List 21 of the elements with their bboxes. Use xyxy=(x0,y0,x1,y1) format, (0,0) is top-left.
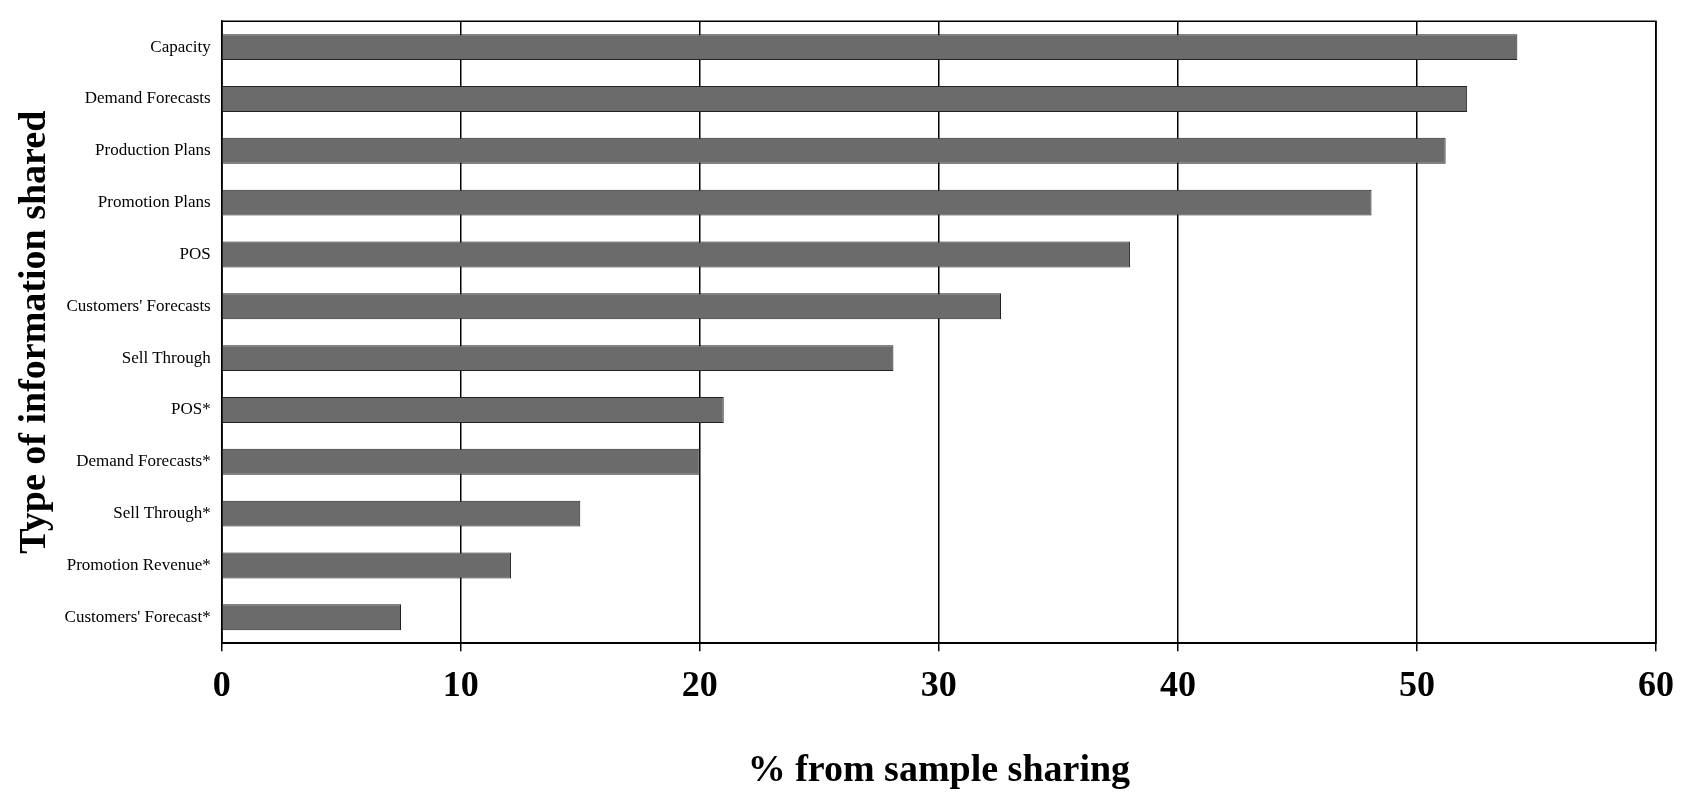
y-tick-label: Production Plans xyxy=(95,140,211,160)
y-tick-label: POS xyxy=(179,243,211,263)
y-tick-label: Demand Forecasts* xyxy=(76,451,211,471)
y-tick-label: Capacity xyxy=(150,36,212,56)
y-tick-label: Promotion Revenue* xyxy=(66,554,211,574)
x-tick-label: 20 xyxy=(681,664,718,705)
y-tick-label: Customers' Forecasts xyxy=(66,295,211,315)
y-tick-label: Customers' Forecast* xyxy=(64,606,211,626)
y-tick-label: Sell Through* xyxy=(113,503,211,523)
x-tick-label: 60 xyxy=(1638,664,1674,705)
y-tick-label: Demand Forecasts xyxy=(84,88,211,108)
x-tick-label: 40 xyxy=(1159,664,1196,705)
x-tick-label: 10 xyxy=(442,664,479,705)
x-tick-label: 50 xyxy=(1398,664,1435,705)
x-tick-label: 0 xyxy=(212,664,231,705)
y-tick-label: POS* xyxy=(171,399,211,419)
y-axis-title: Type of information shared xyxy=(10,110,53,554)
x-tick-label: 30 xyxy=(920,664,957,705)
x-axis-title: % from sample sharing xyxy=(747,747,1131,790)
y-tick-label: Promotion Plans xyxy=(97,192,211,212)
y-tick-label: Sell Through xyxy=(121,347,212,367)
